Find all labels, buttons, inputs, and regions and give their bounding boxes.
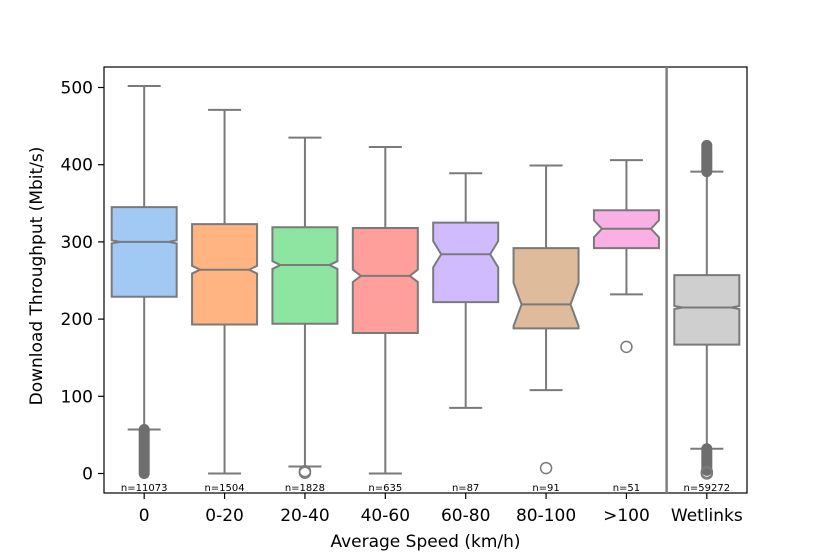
y-axis-label: Download Throughput (Mbit/s) — [27, 147, 47, 406]
outlier-point — [298, 464, 312, 478]
outlier-point — [620, 340, 633, 354]
box-body — [271, 226, 339, 325]
sample-size-label: n=59272 — [684, 483, 731, 494]
y-tick-label: 0 — [82, 465, 93, 485]
y-tick-label: 200 — [61, 310, 93, 330]
sample-size-label: n=1504 — [204, 483, 244, 494]
ticks-layer: 0 100 200 300 400 500 0 0-20 20-40 40-60 60-80 80-1… — [61, 79, 743, 527]
outlier-point — [700, 465, 714, 479]
box-80-100: n=91 — [512, 164, 580, 494]
box-body — [110, 206, 178, 298]
y-tick-label: 300 — [61, 233, 93, 253]
y-tick-label: 100 — [61, 387, 93, 407]
box-body — [432, 221, 500, 304]
box-body — [512, 247, 580, 330]
x-tick-label: 80-100 — [516, 506, 576, 526]
sample-size-label: n=91 — [532, 483, 559, 494]
y-tick-label: 400 — [61, 156, 93, 176]
box-0-20: n=1504 — [191, 108, 259, 494]
x-tick-label: 60-80 — [441, 506, 490, 526]
boxes-layer: n=11073 n=1504 n=1828 n=635 n=87 n=91 n=51 n=59… — [110, 84, 741, 494]
sample-size-label: n=1828 — [285, 483, 325, 494]
y-tick-label: 500 — [61, 79, 93, 99]
x-tick-label: Wetlinks — [671, 506, 743, 526]
box-body — [673, 274, 741, 346]
box-Wetlinks: n=59272 — [673, 139, 741, 494]
x-tick-label: 0 — [139, 506, 150, 526]
box-body — [351, 227, 419, 334]
outlier-point — [539, 461, 553, 475]
x-tick-label: 40-60 — [361, 506, 410, 526]
box-20-40: n=1828 — [271, 136, 339, 494]
box-0: n=11073 — [110, 84, 178, 494]
x-tick-label: 20-40 — [280, 506, 329, 526]
plot-frame — [103, 66, 748, 494]
sample-size-label: n=11073 — [121, 483, 168, 494]
sample-size-label: n=51 — [613, 483, 640, 494]
box-60-80: n=87 — [432, 172, 500, 494]
sample-size-label: n=635 — [368, 483, 402, 494]
x-axis-label: Average Speed (km/h) — [330, 532, 520, 552]
sample-size-label: n=87 — [452, 483, 479, 494]
x-tick-label: 0-20 — [205, 506, 244, 526]
x-tick-label: >100 — [603, 506, 650, 526]
box-40-60: n=635 — [351, 145, 419, 494]
axes-layer — [103, 66, 748, 494]
box-body — [191, 223, 259, 326]
box->100: n=51 — [592, 159, 660, 494]
